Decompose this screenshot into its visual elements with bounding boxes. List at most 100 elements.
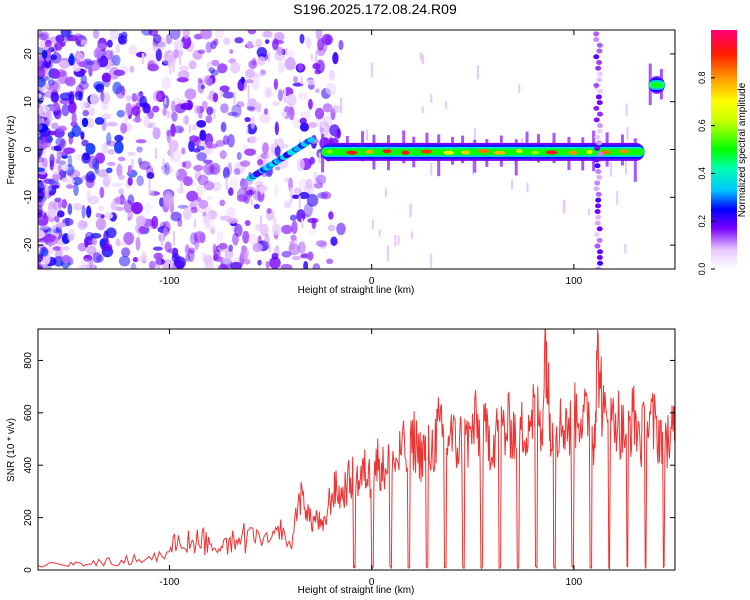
heatmap-cell [200, 30, 213, 40]
heatmap-cell [181, 147, 186, 155]
heatmap-cell [595, 266, 602, 269]
heatmap-cell [315, 88, 320, 93]
heatmap-cell [67, 154, 73, 168]
heatmap-cell [596, 128, 603, 134]
heatmap-cell [76, 39, 82, 46]
heatmap-cell [292, 82, 304, 87]
heatmap-cell [287, 50, 295, 58]
heatmap-cell [215, 30, 225, 39]
heatmap-cell [38, 86, 45, 92]
heatmap-cell [336, 222, 346, 236]
heatmap-cell [266, 149, 271, 164]
heatmap-cell [300, 110, 311, 120]
colorbar: 0.0 0.2 0.4 0.6 0.8 Normalized spectral ampl… [697, 30, 748, 275]
heatmap-cell [181, 161, 187, 168]
heatmap-cell [93, 47, 103, 60]
heatmap-hotspot [420, 149, 433, 154]
heatmap-hotspot [601, 150, 611, 155]
heatmap-cell [141, 251, 147, 263]
heatmap-cell [242, 230, 250, 244]
heatmap-cell [229, 49, 234, 54]
heatmap-cell [56, 222, 67, 228]
heatmap-cell [79, 100, 88, 110]
heatmap-cell [205, 114, 213, 124]
heatmap-cell [38, 65, 46, 79]
heatmap-cell [97, 37, 108, 52]
heatmap-cell [315, 240, 327, 247]
heatmap-cell [135, 139, 147, 144]
heatmap-cell [135, 215, 146, 226]
heatmap-cell [38, 243, 46, 249]
heatmap-cell [596, 174, 603, 180]
heatmap-cell [106, 132, 112, 146]
heatmap-cell [226, 207, 236, 218]
heatmap-cell [73, 182, 79, 197]
heatmap-hotspot [443, 150, 455, 155]
heatmap-hotspot [325, 149, 333, 154]
heatmap-cell [595, 168, 602, 174]
heatmap-cell [47, 79, 55, 86]
colorbar-ticks: 0.0 0.2 0.4 0.6 0.8 [697, 72, 715, 275]
heatmap-cell [222, 91, 235, 99]
heatmap-cell [54, 41, 63, 51]
heatmap-cell [61, 104, 70, 117]
heatmap-cell [56, 210, 65, 218]
heatmap-cell [67, 54, 76, 66]
heatmap-cell [248, 135, 257, 144]
heatmap-cell [131, 105, 141, 116]
snr-xtick-label: -100 [159, 577, 179, 588]
heatmap-cell [248, 233, 259, 246]
heatmap-cell [297, 63, 304, 71]
snr-ytick-label: 0 [23, 567, 34, 573]
heatmap-cell [471, 159, 474, 175]
heatmap-cell [72, 202, 83, 211]
heatmap-cell [298, 195, 301, 209]
heatmap-cell [166, 129, 172, 144]
heatmap-cell [240, 160, 251, 167]
heatmap-cell [276, 46, 284, 56]
heatmap-cell [595, 65, 602, 71]
heatmap-cell [141, 30, 153, 36]
heatmap-cell [308, 98, 313, 110]
heatmap-cell [112, 54, 121, 66]
heatmap-cell [208, 67, 215, 74]
heatmap-cell [264, 85, 273, 95]
heatmap-cell [274, 121, 279, 136]
spectrogram-ytick-label: 10 [23, 96, 34, 108]
heatmap-cell [229, 176, 239, 190]
heatmap-cell [265, 260, 270, 269]
heatmap-cell [77, 219, 88, 230]
heatmap-cell [164, 241, 172, 253]
heatmap-cell [163, 193, 174, 208]
heatmap-cell [197, 174, 209, 186]
heatmap-cell [210, 69, 219, 76]
heatmap-cell [222, 135, 229, 146]
heatmap-cell [297, 241, 306, 254]
heatmap-cell [86, 205, 92, 219]
heatmap-cell [192, 124, 197, 131]
heatmap-cell [203, 162, 215, 176]
heatmap-cell [55, 158, 61, 164]
heatmap-cell [233, 91, 236, 104]
heatmap-cell [397, 235, 400, 246]
heatmap-cell [227, 111, 239, 117]
heatmap-cell [164, 165, 174, 174]
heatmap-cell [65, 178, 75, 184]
heatmap-cell [172, 56, 175, 73]
heatmap-cell [183, 116, 186, 124]
heatmap-cell [236, 151, 242, 161]
heatmap-hotspot [651, 83, 662, 88]
heatmap-cell [196, 152, 207, 162]
heatmap-cell [299, 122, 310, 132]
heatmap-cell [594, 134, 601, 140]
heatmap-cell [118, 34, 128, 46]
snr-ytick-label: 400 [23, 456, 34, 473]
heatmap-cell [89, 92, 99, 106]
heatmap-cell [116, 241, 127, 246]
heatmap-cell [206, 77, 213, 87]
spectrogram-ytick-label: 20 [23, 48, 34, 60]
heatmap-cell [430, 253, 433, 268]
heatmap-cell [183, 115, 189, 125]
heatmap-cell [54, 215, 60, 223]
